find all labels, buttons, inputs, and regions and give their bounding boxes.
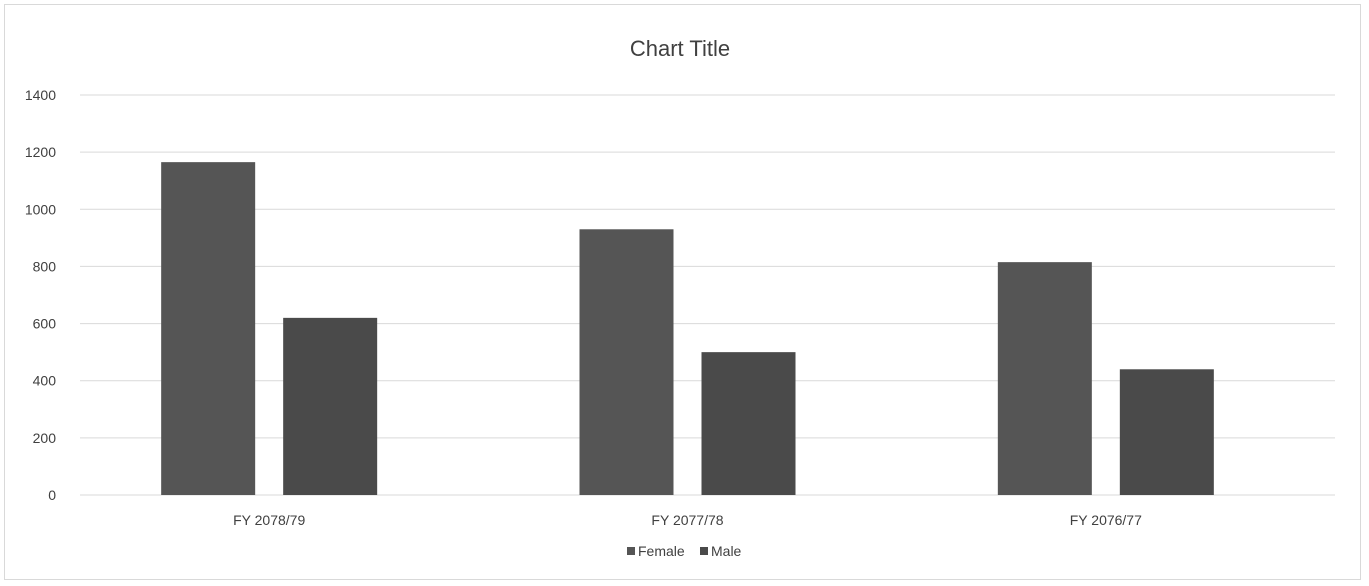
x-category-label: FY 2076/77	[1070, 512, 1142, 528]
bars	[161, 162, 1214, 496]
chart-title: Chart Title	[630, 36, 730, 61]
bar-male-2	[1119, 369, 1214, 495]
legend-label-female: Female	[638, 543, 685, 559]
y-tick-label: 1000	[25, 201, 56, 217]
y-tick-label: 1400	[25, 87, 56, 103]
y-tick-label: 600	[33, 316, 57, 332]
y-axis-ticks: 0 200 400 600 800 1000 1200 1400	[25, 87, 56, 503]
bar-male-0	[283, 317, 378, 495]
bar-male-1	[701, 352, 796, 495]
y-tick-label: 200	[33, 430, 57, 446]
y-tick-label: 400	[33, 373, 57, 389]
bar-female-2	[997, 262, 1092, 495]
y-tick-label: 800	[33, 258, 57, 274]
legend-label-male: Male	[711, 543, 742, 559]
legend: Female Male	[627, 543, 742, 559]
x-category-label: FY 2078/79	[233, 512, 305, 528]
x-axis-labels: FY 2078/79 FY 2077/78 FY 2076/77	[233, 512, 1142, 528]
legend-swatch-male	[700, 547, 708, 555]
legend-swatch-female	[627, 547, 635, 555]
bar-female-0	[161, 162, 256, 495]
bar-female-1	[579, 229, 674, 496]
x-category-label: FY 2077/78	[651, 512, 723, 528]
y-tick-label: 0	[48, 487, 56, 503]
y-tick-label: 1200	[25, 144, 56, 160]
